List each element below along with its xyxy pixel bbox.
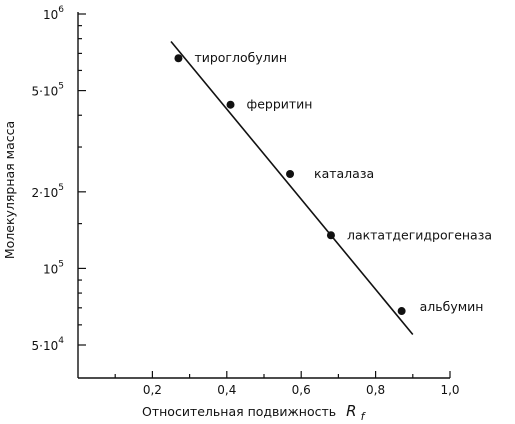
y-axis-title: Молекулярная масса [2,121,17,259]
data-point-label-3: каталаза [314,166,374,181]
x-tick-label: 0,8 [366,383,385,397]
y-tick-label-exponent: 5 [58,82,64,92]
data-point-label-2: ферритин [247,97,313,112]
y-tick-label-base: 5·10 [32,85,59,99]
x-ticks: 0,2 0,4 0,6 0,8 1,0 [114,371,460,397]
y-tick-label-exponent: 4 [58,336,64,346]
y-tick-label: 5·105 [32,82,64,99]
data-point-1 [174,54,183,63]
y-tick-label-base: 5·10 [32,339,59,353]
y-tick-label-base: 2·10 [32,186,59,200]
y-tick-label: 5·104 [32,336,65,353]
x-axis-title-subscript: f [361,410,367,423]
y-tick-label-base: 10 [43,262,58,276]
data-points [174,54,406,316]
y-tick-label: 106 [43,5,64,22]
data-point-4 [326,231,335,240]
x-tick-label: 0,2 [143,383,162,397]
x-tick-label: 0,6 [292,383,311,397]
data-point-5 [397,307,406,316]
y-tick-label-exponent: 5 [58,259,64,269]
y-tick-label: 105 [43,259,64,276]
data-point-label-5: альбумин [420,299,484,314]
x-axis-title-text: Относительная подвижность [142,404,336,419]
y-tick-label-base: 10 [43,8,58,22]
axes [77,12,450,379]
data-point-label-4: лактатдегидрогеназа [347,227,492,242]
data-point-2 [226,100,235,109]
y-tick-label: 2·105 [32,183,64,200]
data-point-label-1: тироглобулин [194,50,287,65]
point-labels: тироглобулин ферритин каталаза лактатдегидр… [194,50,492,314]
x-axis-title-symbol: R [346,402,356,420]
data-point-3 [286,170,295,179]
x-tick-label: 0,4 [217,383,236,397]
x-tick-label: 1,0 [440,383,459,397]
y-tick-label-exponent: 6 [58,5,64,15]
fit-line [170,40,414,335]
y-tick-label-exponent: 5 [58,183,64,193]
x-axis-title: Относительная подвижность R f [142,402,367,423]
